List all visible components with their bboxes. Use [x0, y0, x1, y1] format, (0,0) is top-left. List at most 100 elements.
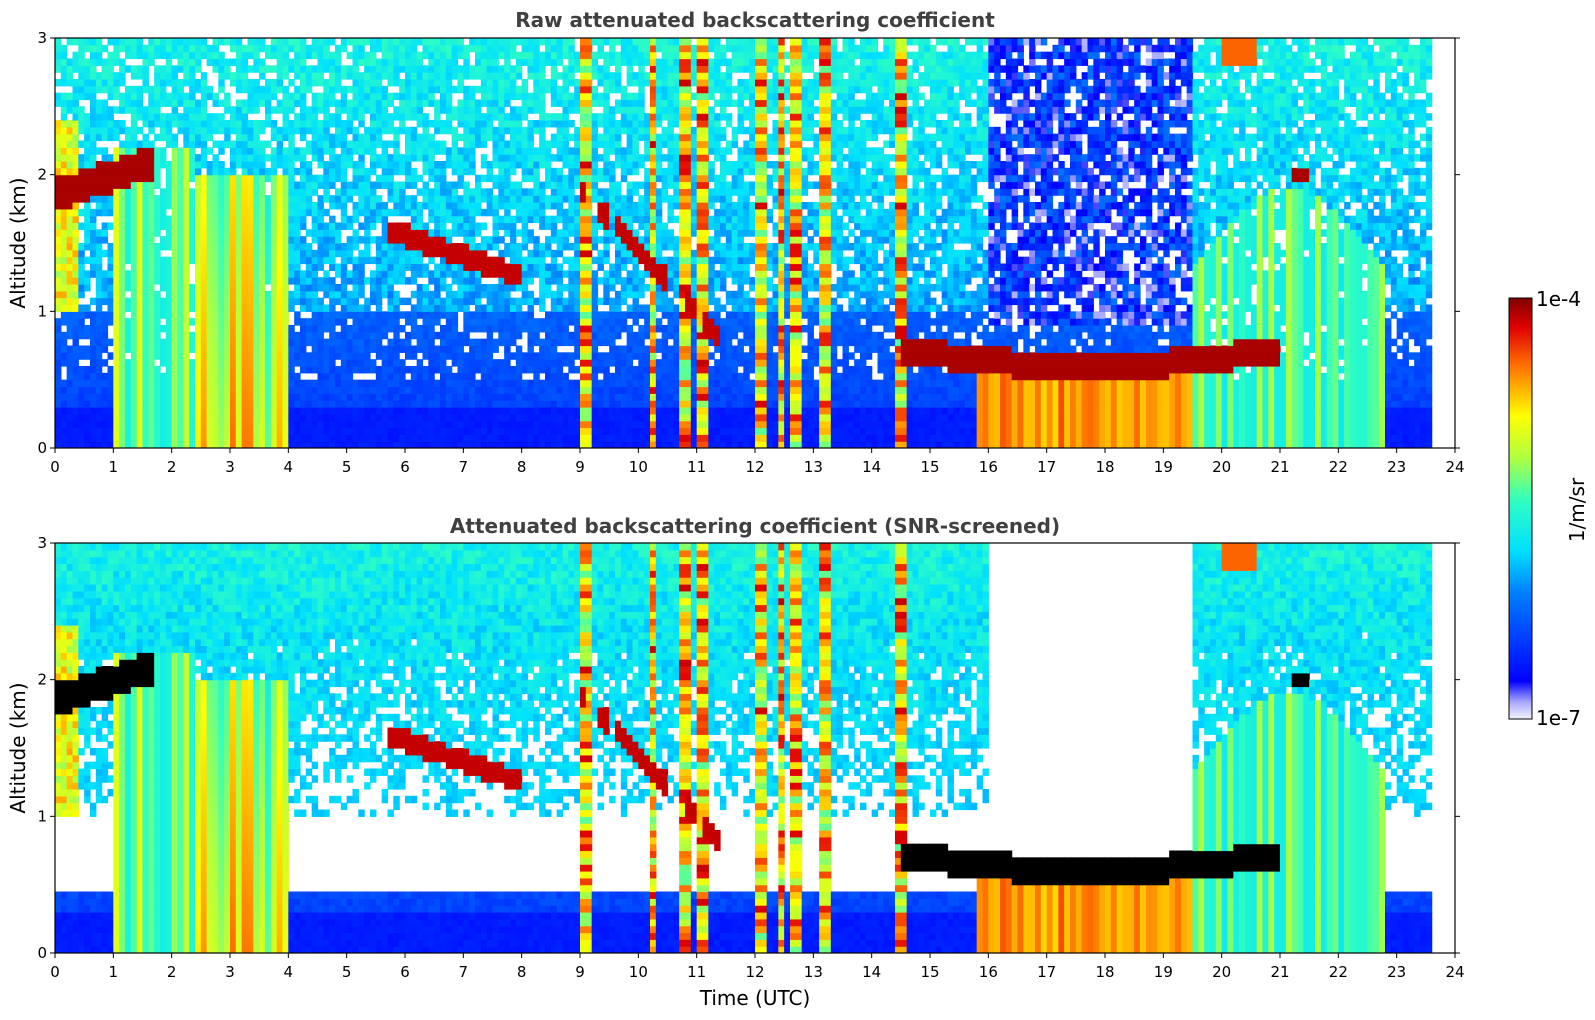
- heatmap-cell: [440, 407, 447, 415]
- heatmap-cell: [387, 161, 394, 169]
- heatmap-cell: [241, 427, 249, 435]
- heatmap-cell: [305, 407, 313, 415]
- heatmap-cell: [410, 222, 418, 230]
- heatmap-cell: [101, 427, 109, 435]
- heatmap-cell: [84, 379, 91, 388]
- heatmap-cell: [574, 270, 581, 278]
- heatmap-cell: [504, 208, 511, 217]
- heatmap-cell: [125, 174, 132, 183]
- heatmap-cell: [597, 325, 604, 333]
- heatmap-cell: [580, 38, 587, 46]
- heatmap-cell: [393, 229, 400, 237]
- heatmap-cell: [154, 420, 161, 429]
- heatmap-cell: [393, 92, 400, 101]
- heatmap-cell: [142, 44, 149, 53]
- heatmap-cell: [539, 359, 546, 367]
- heatmap-cell: [358, 338, 365, 347]
- heatmap-cell: [78, 441, 85, 448]
- heatmap-cell: [294, 236, 301, 244]
- heatmap-cell: [317, 44, 324, 53]
- heatmap-cell: [90, 208, 97, 217]
- heatmap-cell: [195, 195, 202, 203]
- heatmap-cell: [504, 65, 511, 73]
- heatmap-cell: [515, 386, 523, 394]
- heatmap-cell: [381, 106, 389, 114]
- heatmap-cell: [492, 92, 499, 101]
- heatmap-cell: [574, 345, 581, 353]
- heatmap-cell: [200, 338, 208, 347]
- heatmap-cell: [422, 243, 429, 251]
- heatmap-cell: [300, 441, 307, 448]
- heatmap-cell: [405, 92, 412, 101]
- heatmap-cell: [405, 126, 412, 135]
- heatmap-cell: [195, 161, 202, 169]
- heatmap-cell: [107, 195, 114, 203]
- heatmap-cell: [72, 113, 79, 121]
- heatmap-cell: [235, 427, 243, 435]
- heatmap-cell: [189, 359, 196, 367]
- heatmap-cell: [387, 277, 394, 285]
- heatmap-cell: [300, 290, 307, 299]
- heatmap-cell: [160, 208, 167, 217]
- heatmap-cell: [434, 113, 441, 121]
- heatmap-cell: [434, 140, 441, 148]
- heatmap-cell: [200, 441, 208, 448]
- heatmap-cell: [72, 195, 79, 203]
- heatmap-cell: [352, 400, 359, 408]
- heatmap-cell: [119, 427, 126, 435]
- heatmap-cell: [288, 161, 295, 169]
- heatmap-cell: [241, 147, 249, 155]
- heatmap-cell: [597, 311, 604, 319]
- heatmap-cell: [585, 270, 593, 278]
- heatmap-cell: [276, 318, 284, 326]
- heatmap-cell: [463, 441, 470, 448]
- heatmap-cell: [95, 277, 103, 285]
- heatmap-cell: [445, 44, 453, 53]
- heatmap-cell: [568, 352, 575, 360]
- heatmap-cell: [107, 106, 114, 114]
- heatmap-cell: [550, 352, 558, 360]
- heatmap-cell: [358, 420, 365, 429]
- heatmap-cell: [405, 379, 412, 388]
- heatmap-cell: [574, 434, 581, 442]
- heatmap-cell: [130, 325, 138, 333]
- heatmap-cell: [107, 243, 114, 251]
- heatmap-cell: [154, 113, 161, 121]
- heatmap-cell: [381, 51, 389, 60]
- heatmap-cell: [375, 331, 383, 340]
- heatmap-cell: [212, 386, 219, 394]
- heatmap-cell: [422, 249, 429, 258]
- heatmap-cell: [200, 188, 208, 196]
- heatmap-cell: [107, 249, 114, 258]
- heatmap-cell: [195, 202, 202, 210]
- heatmap-cell: [136, 338, 144, 347]
- heatmap-cell: [510, 236, 517, 244]
- heatmap-cell: [580, 44, 587, 53]
- heatmap-cell: [510, 413, 517, 422]
- heatmap-cell: [224, 126, 231, 135]
- heatmap-cell: [130, 249, 138, 258]
- heatmap-cell: [358, 195, 365, 203]
- heatmap-cell: [206, 325, 214, 333]
- heatmap-cell: [171, 325, 179, 333]
- heatmap-cell: [136, 202, 144, 210]
- heatmap-cell: [78, 161, 85, 169]
- heatmap-cell: [585, 208, 593, 217]
- heatmap-cell: [276, 154, 284, 162]
- heatmap-cell: [515, 318, 523, 326]
- heatmap-cell: [206, 133, 214, 142]
- heatmap-cell: [364, 379, 371, 388]
- heatmap-cell: [300, 58, 307, 66]
- heatmap-cell: [346, 366, 354, 374]
- heatmap-cell: [556, 99, 564, 107]
- heatmap-cell: [212, 256, 219, 265]
- heatmap-cell: [235, 338, 243, 347]
- heatmap-cell: [160, 79, 167, 87]
- heatmap-cell: [428, 65, 435, 73]
- heatmap-cell: [405, 65, 412, 73]
- heatmap-cell: [300, 85, 307, 94]
- heatmap-cell: [148, 195, 155, 203]
- heatmap-cell: [148, 393, 155, 401]
- heatmap-cell: [329, 215, 336, 224]
- heatmap-cell: [288, 427, 295, 435]
